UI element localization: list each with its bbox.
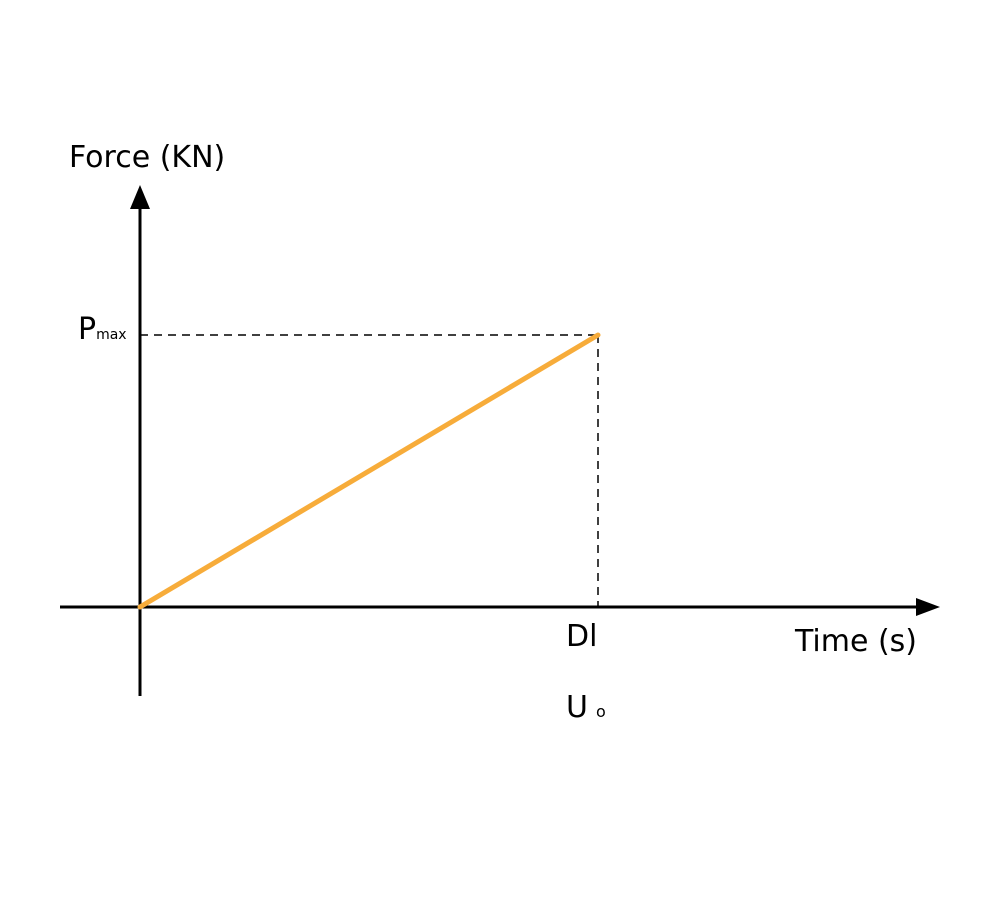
y-axis-arrow-icon [130, 185, 150, 209]
y-axis-label: Force (KN) [69, 140, 225, 175]
x-axis-label: Time (s) [794, 624, 917, 659]
x-marker-label-line2-main: U [566, 690, 588, 725]
x-marker-label-line2-sub: o [596, 702, 606, 721]
series-layer [137, 332, 601, 610]
series-line-0 [137, 332, 601, 610]
x-marker-label-line1: Dl [566, 619, 597, 654]
x-axis-arrow-icon [916, 598, 940, 616]
y-marker-label-sub: max [96, 327, 127, 343]
y-marker-label-main: P [78, 312, 96, 347]
y-marker-label: Pmax [78, 312, 127, 347]
